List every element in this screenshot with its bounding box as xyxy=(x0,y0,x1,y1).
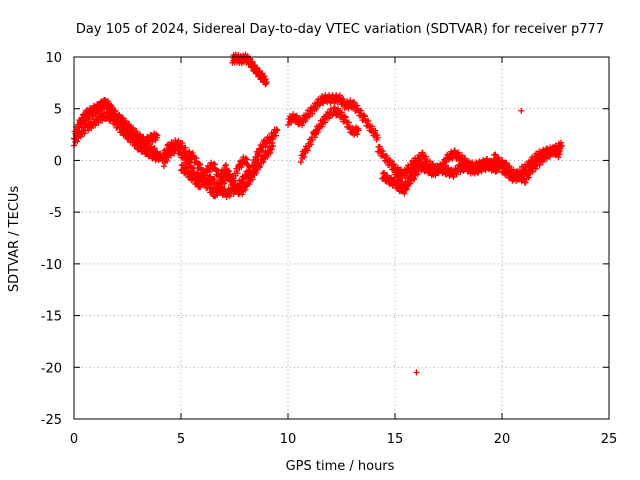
data-point xyxy=(85,127,92,134)
data-point xyxy=(81,130,88,137)
data-point xyxy=(206,169,213,176)
data-point xyxy=(202,174,209,181)
data-point xyxy=(309,110,316,117)
data-point xyxy=(95,119,102,126)
data-point xyxy=(234,170,241,177)
data-point xyxy=(413,161,420,168)
data-point xyxy=(260,159,267,166)
data-point xyxy=(217,176,224,183)
data-point xyxy=(92,122,99,129)
data-point xyxy=(263,78,270,85)
data-point xyxy=(199,181,206,188)
data-point xyxy=(525,174,532,181)
data-point xyxy=(288,119,295,126)
data-point xyxy=(406,176,413,183)
data-point xyxy=(220,172,227,179)
data-point xyxy=(270,142,277,149)
data-point xyxy=(217,186,224,193)
data-point xyxy=(274,127,281,134)
data-point xyxy=(401,190,408,197)
data-point xyxy=(221,180,228,187)
data-point xyxy=(306,113,313,120)
data-point xyxy=(301,153,308,160)
data-point xyxy=(297,159,304,166)
data-point xyxy=(244,156,251,163)
data-point xyxy=(354,131,361,138)
data-point xyxy=(255,152,262,159)
data-point xyxy=(96,107,103,114)
data-point xyxy=(403,186,410,193)
data-point xyxy=(268,146,275,153)
data-point xyxy=(253,163,260,170)
data-point xyxy=(74,138,81,145)
data-points xyxy=(71,51,565,376)
data-point xyxy=(167,152,174,159)
data-point xyxy=(410,170,417,177)
data-point xyxy=(160,163,167,170)
data-point xyxy=(374,134,381,141)
data-point xyxy=(355,127,362,134)
data-point xyxy=(145,153,152,160)
data-point xyxy=(78,122,85,129)
data-point xyxy=(164,158,171,165)
data-point xyxy=(432,172,439,179)
data-point xyxy=(522,179,529,186)
data-point xyxy=(252,168,259,175)
data-point xyxy=(262,143,269,150)
data-point xyxy=(253,155,260,162)
data-point xyxy=(231,177,238,184)
data-point xyxy=(389,182,396,189)
data-point xyxy=(267,149,274,156)
data-point xyxy=(249,174,256,181)
data-point xyxy=(238,164,245,171)
data-point xyxy=(311,134,318,141)
data-point xyxy=(494,166,501,173)
data-point xyxy=(246,181,253,188)
data-point xyxy=(302,118,309,125)
data-point xyxy=(408,175,415,182)
data-point xyxy=(308,141,315,148)
data-point xyxy=(453,171,460,178)
data-point xyxy=(406,180,413,187)
data-point xyxy=(322,119,329,126)
data-point xyxy=(326,115,333,122)
data-point xyxy=(214,191,221,198)
data-point xyxy=(258,147,265,154)
data-point xyxy=(242,186,249,193)
data-point xyxy=(450,174,457,181)
data-point xyxy=(78,133,85,140)
data-point xyxy=(88,125,95,132)
data-point xyxy=(313,106,320,113)
data-point xyxy=(304,147,311,154)
data-point xyxy=(285,121,291,128)
data-point xyxy=(75,128,82,135)
data-point xyxy=(273,132,280,139)
data-point xyxy=(154,132,161,139)
data-point xyxy=(299,122,306,129)
data-point xyxy=(319,123,326,130)
data-point xyxy=(404,182,411,189)
data-point xyxy=(92,110,99,117)
data-point xyxy=(255,159,262,166)
data-point xyxy=(264,154,271,161)
data-point xyxy=(239,191,246,198)
data-point xyxy=(315,129,322,136)
data-point xyxy=(89,113,96,120)
